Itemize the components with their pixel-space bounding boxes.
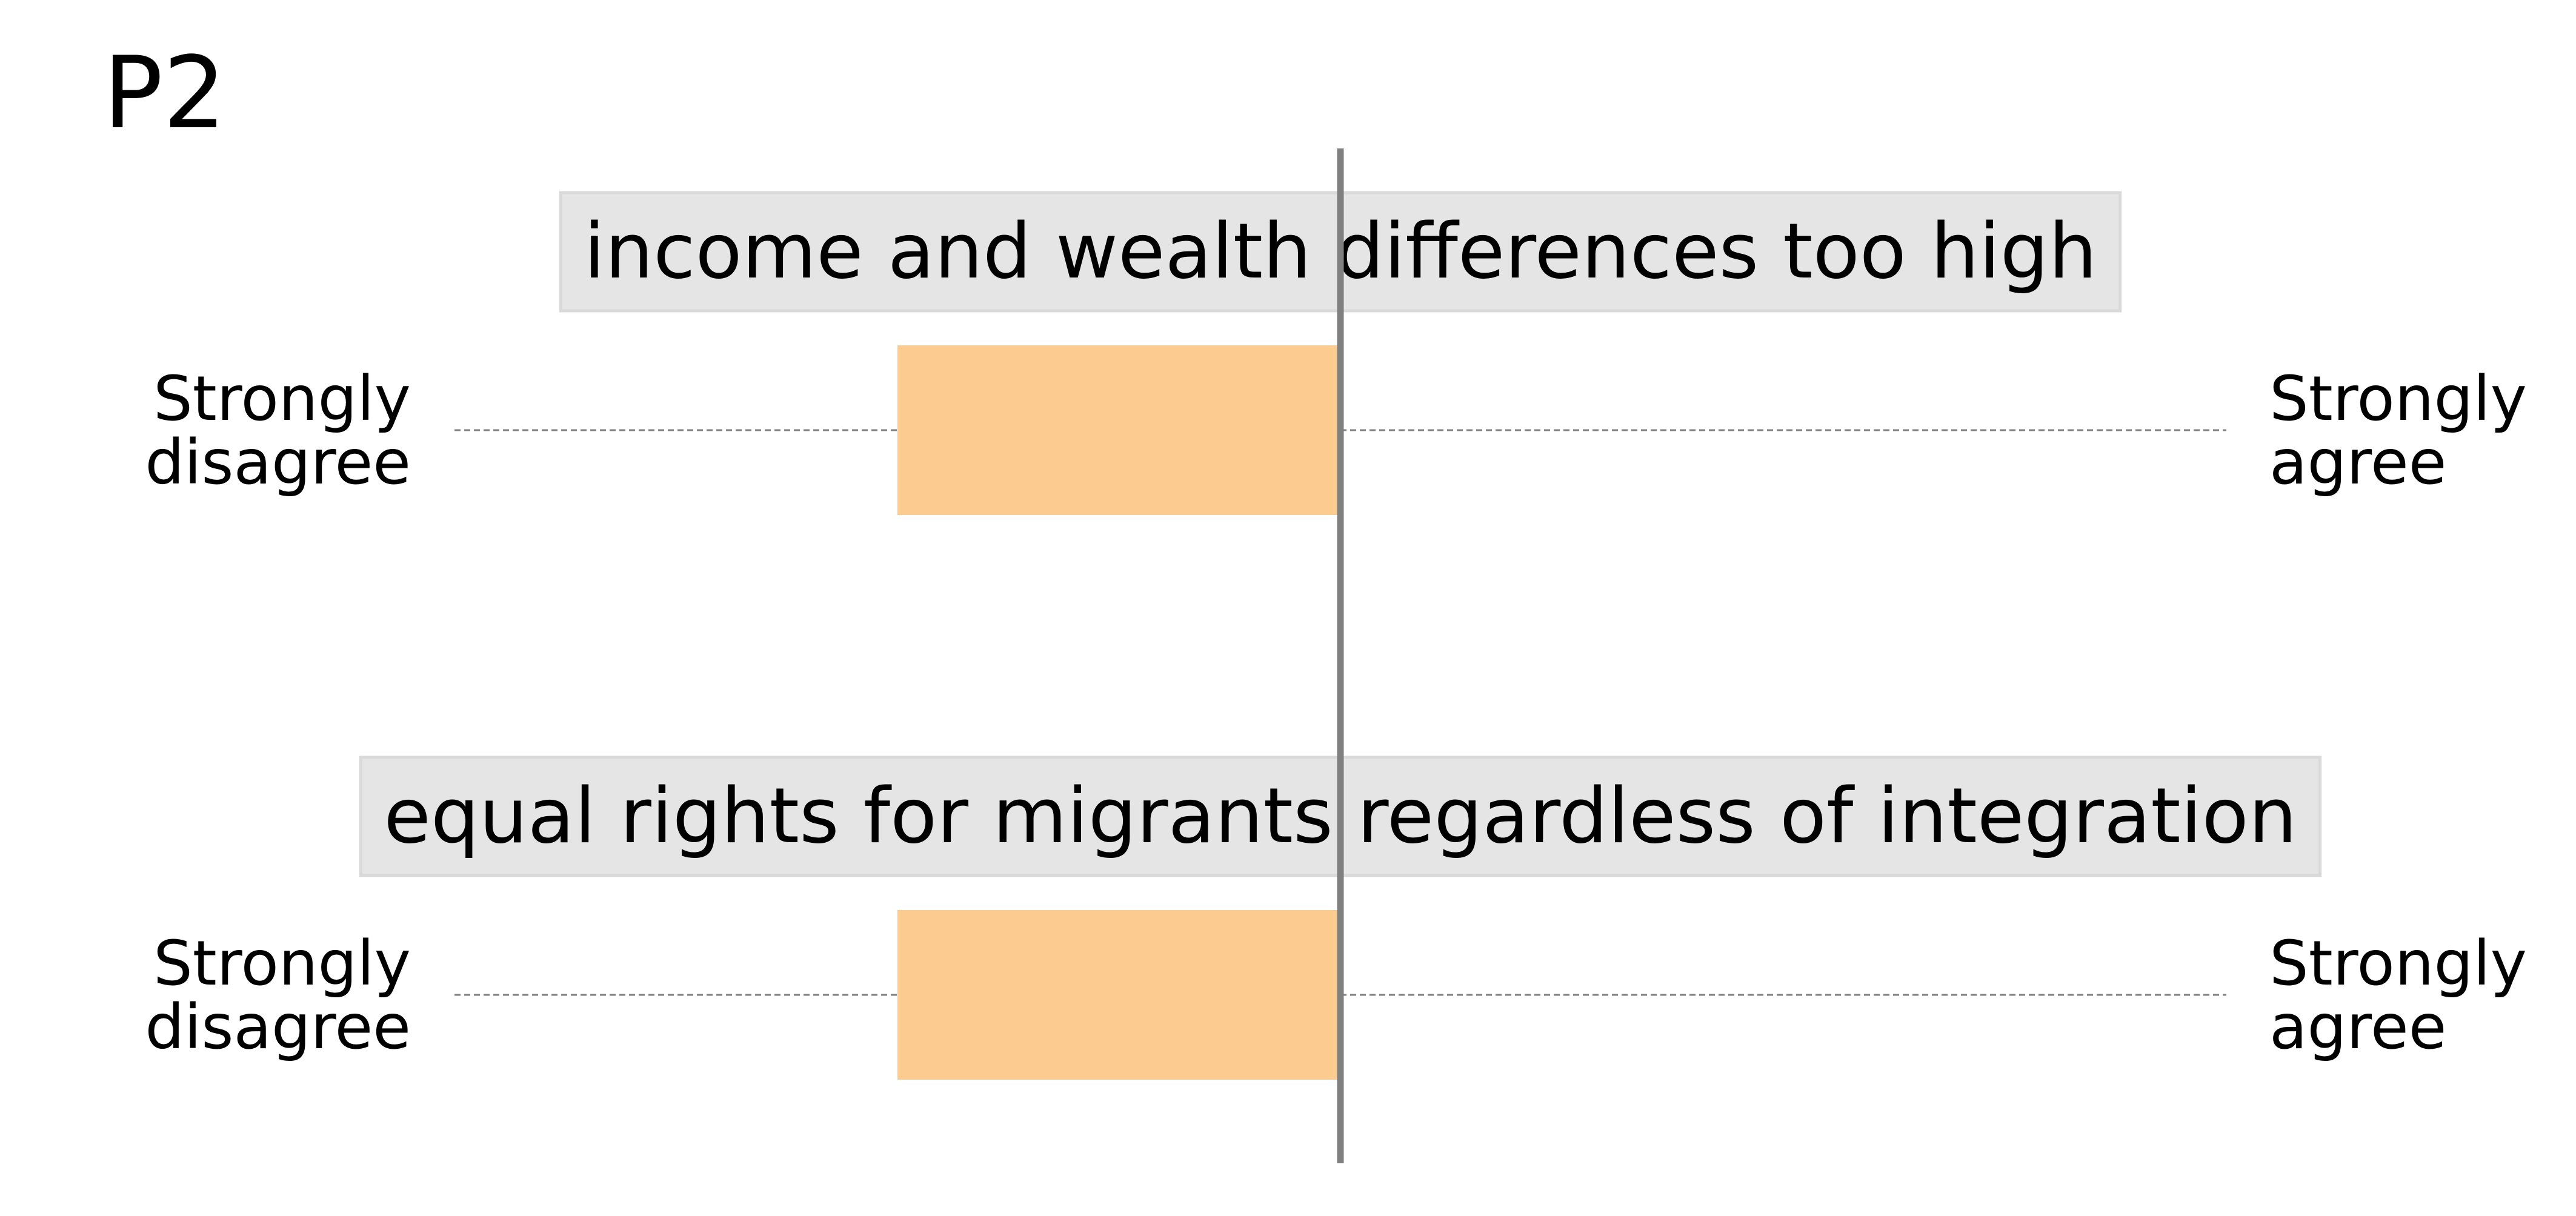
left-end-label-line: Strongly xyxy=(153,928,411,1000)
likert-row: income and wealth differences too highSt… xyxy=(145,191,2527,515)
right-end-label-line: agree xyxy=(2269,991,2446,1063)
left-end-label-line: disagree xyxy=(145,991,411,1063)
response-bar xyxy=(897,345,1340,515)
left-end-label-line: disagree xyxy=(145,427,411,499)
left-end-label-line: Strongly xyxy=(153,363,411,435)
right-end-label: Strongly agree xyxy=(2269,363,2527,499)
right-end-label-line: Strongly xyxy=(2269,928,2527,1000)
likert-row: equal rights for migrants regardless of … xyxy=(145,756,2527,1080)
panel-label: P2 xyxy=(103,35,226,151)
left-end-label: Strongly disagree xyxy=(145,928,411,1063)
right-end-label-line: Strongly xyxy=(2269,363,2527,435)
response-bar xyxy=(897,910,1340,1080)
right-end-label: Strongly agree xyxy=(2269,928,2527,1063)
left-end-label: Strongly disagree xyxy=(145,363,411,499)
right-end-label-line: agree xyxy=(2269,427,2446,499)
chart-rows: income and wealth differences too highSt… xyxy=(145,191,2527,1080)
